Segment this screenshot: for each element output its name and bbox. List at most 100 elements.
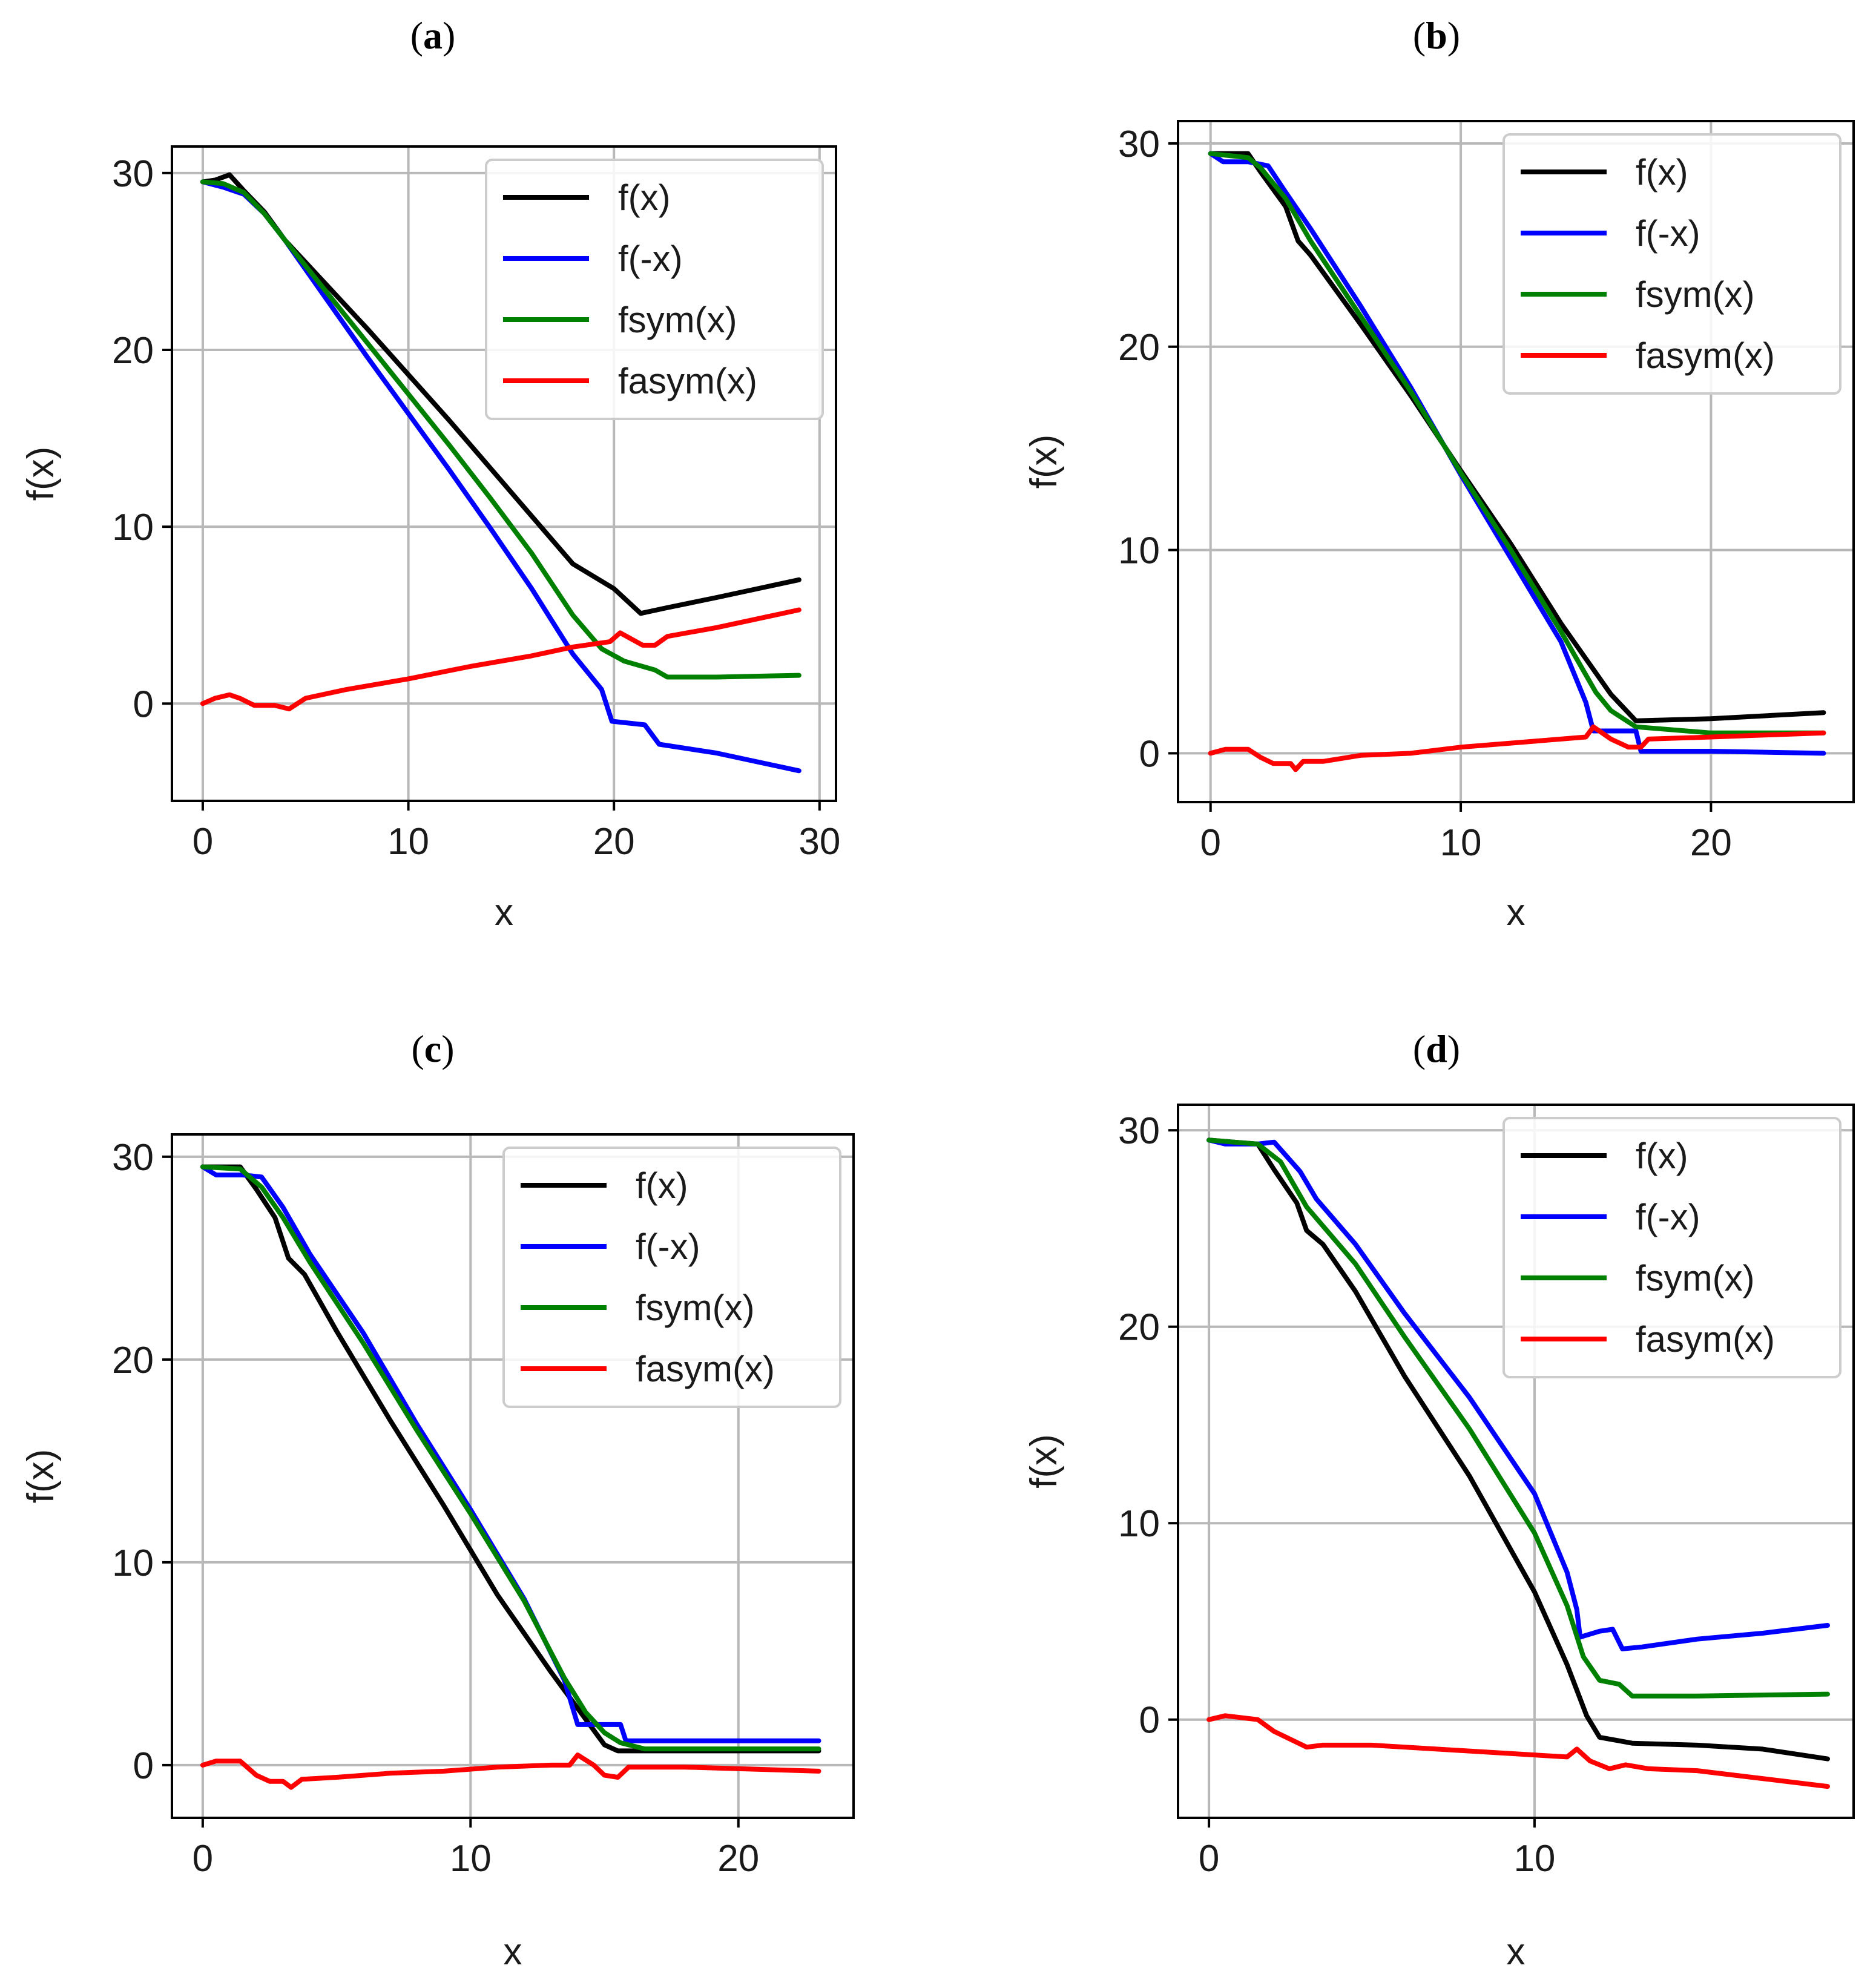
x-axis-label: x bbox=[504, 1931, 522, 1971]
y-tick-label: 30 bbox=[1118, 123, 1160, 165]
legend-box bbox=[502, 1147, 841, 1408]
x-tick-label: 0 bbox=[1200, 822, 1220, 864]
legend-label: fasym(x) bbox=[1636, 1319, 1775, 1360]
y-tick-label: 0 bbox=[133, 683, 154, 725]
series-group bbox=[1206, 1137, 1830, 1789]
x-tick-label: 20 bbox=[1690, 822, 1732, 864]
panel-label-close: ) bbox=[1447, 14, 1460, 57]
legend: f(x) f(-x) fsym(x) fasym(x) bbox=[1502, 133, 1841, 395]
y-tick-label: 20 bbox=[1118, 1307, 1160, 1349]
x-axis-label: x bbox=[1507, 1931, 1525, 1971]
legend-box bbox=[1502, 133, 1841, 395]
series-line-f(x) bbox=[200, 1164, 821, 1754]
legend: f(x) f(-x) fsym(x) fasym(x) bbox=[502, 1147, 841, 1408]
series-line-fsym(x) bbox=[200, 179, 801, 680]
series-group bbox=[200, 172, 801, 774]
series-line-fasym(x) bbox=[1206, 1713, 1830, 1789]
y-tick-label: 10 bbox=[1118, 1503, 1160, 1545]
panel-label-open: ( bbox=[1413, 14, 1426, 57]
x-tick-label: 10 bbox=[1440, 822, 1482, 864]
series-line-fsym(x) bbox=[200, 1164, 821, 1752]
legend: f(x) f(-x) fsym(x) fasym(x) bbox=[1502, 1117, 1841, 1378]
x-tick-label: 20 bbox=[593, 821, 635, 863]
panel-label-open: ( bbox=[411, 1027, 424, 1070]
x-axis-label: x bbox=[495, 892, 513, 933]
panel-label-letter: a bbox=[423, 14, 443, 57]
panel-label: (b) bbox=[1413, 14, 1460, 57]
legend-label: f(-x) bbox=[1636, 1197, 1700, 1237]
y-axis-label: f(x) bbox=[20, 447, 62, 501]
plot-frame bbox=[171, 145, 837, 802]
legend-label: fsym(x) bbox=[1636, 274, 1755, 315]
legend-box bbox=[485, 159, 824, 420]
series-line-fasym(x) bbox=[200, 1752, 821, 1790]
legend-label: fsym(x) bbox=[1636, 1258, 1755, 1298]
legend-label: fasym(x) bbox=[618, 361, 757, 401]
x-tick-label: 10 bbox=[387, 821, 429, 863]
legend-label: fsym(x) bbox=[636, 1288, 755, 1328]
y-tick-label: 10 bbox=[112, 507, 154, 548]
x-tick-label: 10 bbox=[1513, 1838, 1555, 1880]
x-tick-label: 20 bbox=[717, 1838, 759, 1880]
y-tick-label: 30 bbox=[1118, 1110, 1160, 1152]
legend: f(x) f(-x) fsym(x) fasym(x) bbox=[485, 159, 824, 420]
y-tick-label: 20 bbox=[112, 330, 154, 372]
series-line-f(-x) bbox=[1206, 1137, 1830, 1651]
series-line-f(x) bbox=[1206, 1137, 1830, 1762]
x-tick-label: 0 bbox=[1199, 1838, 1219, 1880]
series-line-fsym(x) bbox=[1206, 1137, 1830, 1699]
y-tick-label: 30 bbox=[112, 153, 154, 195]
series-group bbox=[1208, 151, 1826, 772]
y-axis-label: f(x) bbox=[1023, 1434, 1065, 1489]
panel-label: (d) bbox=[1413, 1027, 1460, 1070]
panel-label-close: ) bbox=[441, 1027, 454, 1070]
panel-label-open: ( bbox=[1413, 1027, 1426, 1070]
legend-label: f(x) bbox=[1636, 1136, 1688, 1176]
y-tick-label: 0 bbox=[1139, 733, 1160, 775]
series-line-fasym(x) bbox=[1208, 724, 1826, 772]
panel-a: (a) 0 10 20 30 0 10 20 30 x f(x) f(x) f(-x) fsym(x) fa… bbox=[20, 14, 840, 933]
series-group bbox=[200, 1164, 821, 1790]
panel-label-close: ) bbox=[1447, 1027, 1460, 1070]
y-tick-label: 30 bbox=[112, 1137, 154, 1179]
panel-d: (d) 0 10 0 10 20 30 x f(x) f(x) f(-x) fsym(x) fasym(… bbox=[1023, 1027, 1855, 1971]
x-tick-label: 10 bbox=[450, 1838, 492, 1880]
legend-label: f(x) bbox=[1636, 152, 1688, 192]
x-tick-label: 0 bbox=[193, 821, 213, 863]
series-line-fsym(x) bbox=[1208, 151, 1826, 735]
legend-label: fsym(x) bbox=[618, 300, 737, 340]
panel-c: (c) 0 10 20 0 10 20 30 x f(x) f(x) f(-x) fsym(x) fasy… bbox=[20, 1027, 855, 1971]
panel-label: (a) bbox=[410, 14, 456, 57]
panel-b: (b) 0 10 20 0 10 20 30 x f(x) f(x) f(-x) fsym(x) fasy… bbox=[1023, 14, 1855, 933]
y-tick-label: 20 bbox=[1118, 327, 1160, 369]
y-axis-label: f(x) bbox=[20, 1449, 62, 1504]
x-tick-label: 30 bbox=[798, 821, 840, 863]
y-tick-label: 0 bbox=[133, 1745, 154, 1787]
legend-label: f(x) bbox=[636, 1165, 688, 1206]
plot-frame bbox=[1177, 1104, 1855, 1819]
series-line-fasym(x) bbox=[200, 607, 801, 712]
panel-label-letter: c bbox=[424, 1027, 441, 1070]
y-axis-label: f(x) bbox=[1023, 435, 1065, 489]
series-line-f(x) bbox=[200, 172, 801, 616]
legend-label: f(-x) bbox=[636, 1226, 700, 1267]
legend-label: fasym(x) bbox=[1636, 335, 1775, 376]
y-tick-label: 10 bbox=[112, 1542, 154, 1584]
legend-label: f(-x) bbox=[618, 239, 683, 279]
y-tick-label: 0 bbox=[1139, 1700, 1160, 1742]
x-tick-label: 0 bbox=[193, 1838, 213, 1880]
x-axis-label: x bbox=[1507, 892, 1525, 933]
legend-box bbox=[1502, 1117, 1841, 1378]
plot-frame bbox=[1177, 120, 1855, 803]
panel-label-letter: b bbox=[1426, 14, 1447, 57]
panel-label-close: ) bbox=[443, 14, 455, 57]
plot-frame bbox=[171, 1133, 855, 1819]
y-tick-label: 10 bbox=[1118, 530, 1160, 572]
panel-label-open: ( bbox=[410, 14, 423, 57]
panel-label: (c) bbox=[411, 1027, 454, 1070]
panel-label-letter: d bbox=[1426, 1027, 1447, 1070]
legend-label: fasym(x) bbox=[636, 1349, 775, 1389]
legend-label: f(x) bbox=[618, 177, 671, 218]
legend-label: f(-x) bbox=[1636, 213, 1700, 254]
